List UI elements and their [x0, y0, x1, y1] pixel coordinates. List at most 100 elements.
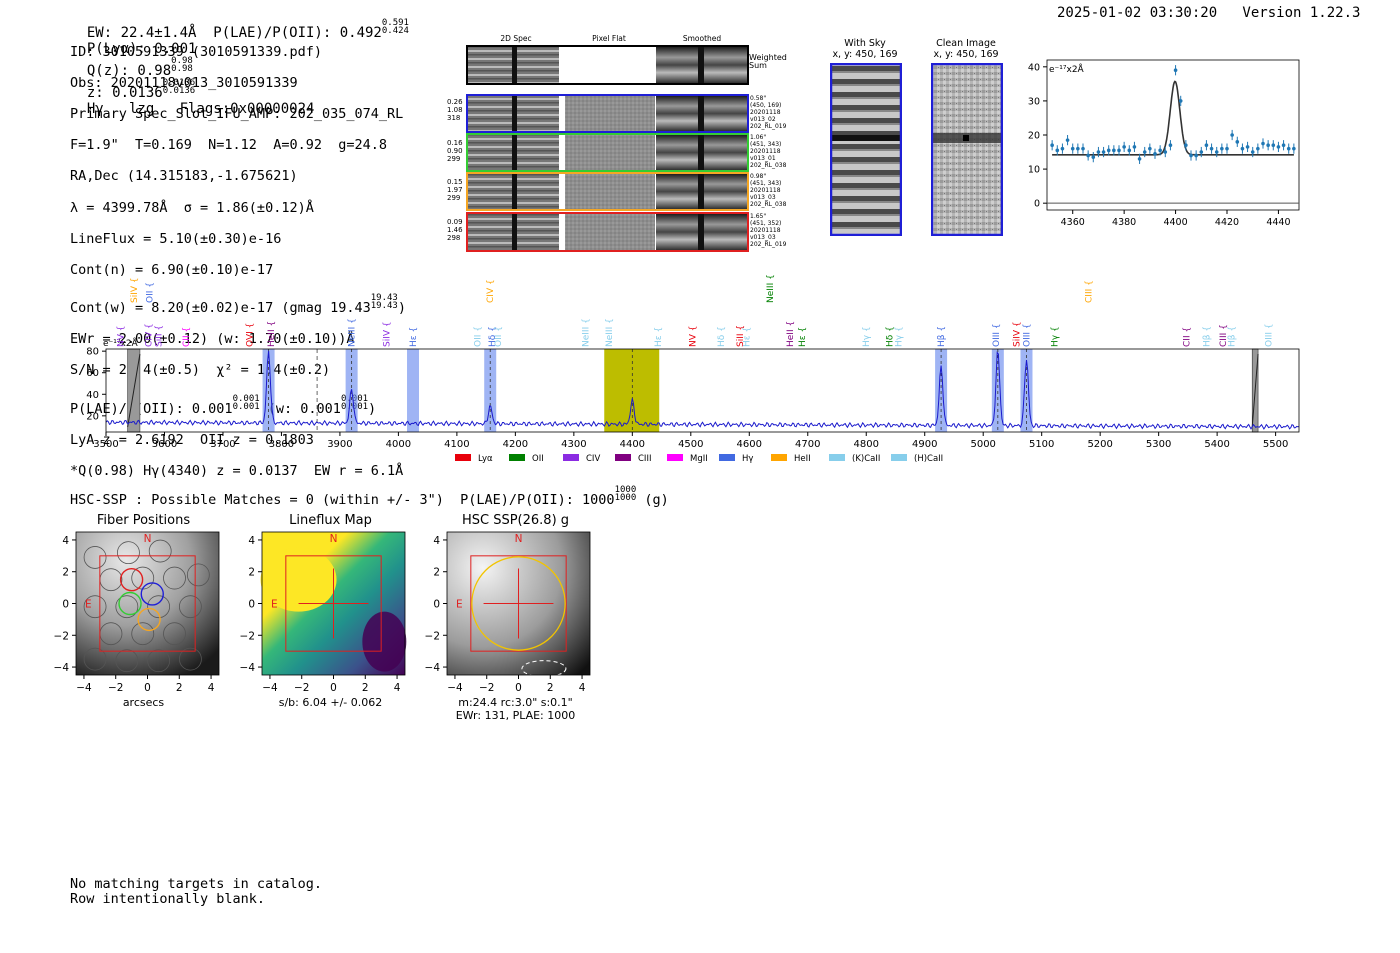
linefit-point: [1261, 141, 1265, 146]
fiber-circle-selected: [137, 607, 161, 632]
linefit-point: [1266, 143, 1270, 148]
fiber-row-2: [466, 133, 749, 172]
linefit-point: [1214, 150, 1219, 154]
spectrum-legend-label: OII: [532, 454, 544, 464]
hsc-psf-ellipse: [521, 660, 567, 678]
fiber-positions-title: Fiber Positions: [96, 513, 191, 528]
row2-right: 1.06" (451, 343) 20201118 v013_01 202_RL…: [750, 134, 787, 169]
fiber-circle: [148, 539, 172, 563]
spectrum-line-id: OIII {: [992, 323, 1002, 347]
spectrum-line-id: Hβ {: [1228, 326, 1238, 347]
spectrum-line-id: CIV {: [145, 323, 155, 347]
spectrum-xtick-label: 4500: [678, 439, 703, 450]
hsc-ytick-label: 0: [62, 599, 69, 611]
linefit-point: [1220, 146, 1224, 151]
linefit-point: [1127, 148, 1132, 153]
with-sky-title: With Sky x, y: 450, 169: [832, 38, 898, 60]
lineflux-map-title: Lineflux Map: [289, 513, 372, 528]
hsc-ytick-label: 4: [248, 535, 255, 547]
header-datetime-version: 2025-01-02 03:30:20 Version 1.22.3: [1057, 5, 1361, 21]
spectrum-frame: [105, 348, 1300, 433]
linefit-point: [1065, 138, 1070, 142]
info-obs: Obs: 20201118v013_3010591339: [70, 74, 298, 91]
fiber-circle: [83, 546, 107, 569]
spectrum-legend-label: (H)CaII: [914, 454, 943, 464]
spectrum-legend-swatch: [771, 454, 787, 461]
spectrum-line-id: Hε {: [798, 327, 808, 347]
linefit-point: [1137, 157, 1142, 161]
spectrum-legend-label: CIII: [638, 454, 651, 464]
linefit-ytick-label: 40: [1028, 62, 1040, 73]
linefit-point: [1225, 146, 1229, 151]
detection-info: ID: 3010591339 (3010591339.pdf) Obs: 202…: [70, 29, 406, 495]
linefit-point: [1292, 146, 1296, 151]
fiber-circle: [131, 622, 155, 646]
linefit-ytick-label: 30: [1028, 96, 1040, 107]
hsc-xtick-label: 0: [515, 682, 522, 694]
spectrum-xtick-label: 4400: [620, 439, 645, 450]
hsc-ytick-label: 2: [248, 567, 255, 579]
catalog-footer: No matching targets in catalog. Row inte…: [70, 877, 322, 907]
spectrum-xtick-label: 5300: [1146, 439, 1171, 450]
spectrum-legend-label: MgII: [690, 454, 708, 464]
linefit-point: [1235, 140, 1240, 144]
linefit-ytick-label: 10: [1028, 165, 1040, 176]
linefit-point: [1101, 150, 1106, 154]
spectrum-line-id: Hβ {: [937, 326, 947, 347]
linefit-point: [1209, 146, 1214, 151]
spectrum-xtick-label: 4600: [737, 439, 762, 450]
fiber-circle: [147, 649, 171, 673]
compass-north: N: [144, 533, 152, 545]
linefit-ytick-label: 0: [1034, 199, 1040, 210]
hsc-image-title: HSC SSP(26.8) g: [461, 513, 570, 528]
line-fit-plot: 4360 4380 4400 4420 4440 0 10 20 30 40 e⁻¹⁷x2Å: [1028, 59, 1300, 228]
linefit-point: [1184, 143, 1188, 148]
linefit-point: [1281, 143, 1286, 148]
spectrum-legend-label: Lyα: [478, 454, 493, 464]
row1-left: 0.26 1.08 318: [447, 98, 463, 122]
spectrum-legend-label: CIV: [586, 454, 600, 464]
hsc-ytick-label: 4: [62, 535, 69, 547]
linefit-xtick-label: 4440: [1266, 217, 1290, 228]
spectrum-line-id: Hδ {: [488, 326, 498, 347]
row3-left: 0.15 1.97 299: [447, 178, 463, 202]
full-spectrum-plot: 3500 3600 3700 3800 3900 4000 4100 4200 4300 4400…: [86, 274, 1300, 464]
linefit-xtick-label: 4380: [1112, 217, 1136, 228]
linefit-point: [1178, 99, 1183, 103]
linefit-frame: [1046, 59, 1300, 211]
spectrum-xtick-label: 4200: [503, 439, 528, 450]
row4-left: 0.09 1.46 298: [447, 218, 463, 242]
spectrum-line-id: SiII {: [736, 325, 746, 347]
footer-line-2: Row intentionally blank.: [70, 891, 266, 907]
spectrum-line-id: Hδ {: [717, 326, 727, 347]
spectrum-line-id: Hγ {: [894, 326, 904, 347]
spectrum-line-id: CII {: [1183, 327, 1193, 347]
spectrum-xtick-label: 3600: [152, 439, 177, 450]
row1-right: 0.58" (450, 169) 20201118 v013_02 202_RL…: [750, 95, 787, 130]
hsc-source-aperture: [471, 556, 566, 651]
info-ewr: EWr = 2.00(±0.12) (w: 1.70(±0.10))Å: [70, 331, 355, 348]
hsc-summary: HSC-SSP : Possible Matches = 0 (within +…: [70, 485, 669, 509]
spectrum-line-id: SiIV {: [1013, 321, 1023, 347]
linefit-point: [1060, 146, 1065, 151]
spectrum-legend-swatch: [719, 454, 735, 461]
spectrum-ytick-label: 20: [86, 411, 99, 422]
hsc-xtick-label: −4: [447, 682, 463, 694]
spectrum-legend-swatch: [455, 454, 471, 461]
hsc-xtick-label: 4: [579, 682, 586, 694]
linefit-point: [1050, 143, 1054, 148]
spectrum-xtick-label: 5000: [970, 439, 995, 450]
fiber-circle-selected: [118, 591, 142, 616]
hsc-ytick-label: 0: [433, 599, 440, 611]
hsc-ytick-label: −4: [54, 662, 70, 674]
fiber-circle: [186, 563, 210, 587]
linefit-point: [1153, 151, 1157, 156]
hsc-aperture-box: [285, 555, 382, 652]
spectrum-line-id-upper: SiIV {: [130, 277, 140, 303]
hsc-ytick-label: −4: [240, 662, 256, 674]
linefit-point: [1250, 150, 1255, 154]
linefit-point: [1106, 148, 1111, 153]
info-slot: Primary Spec_Slot_IFU_AMP: 202_035_074_R…: [70, 105, 404, 122]
spectrum-line-id: NeIII {: [582, 318, 592, 347]
header-qz: Q(z): 0.98: [86, 63, 172, 79]
